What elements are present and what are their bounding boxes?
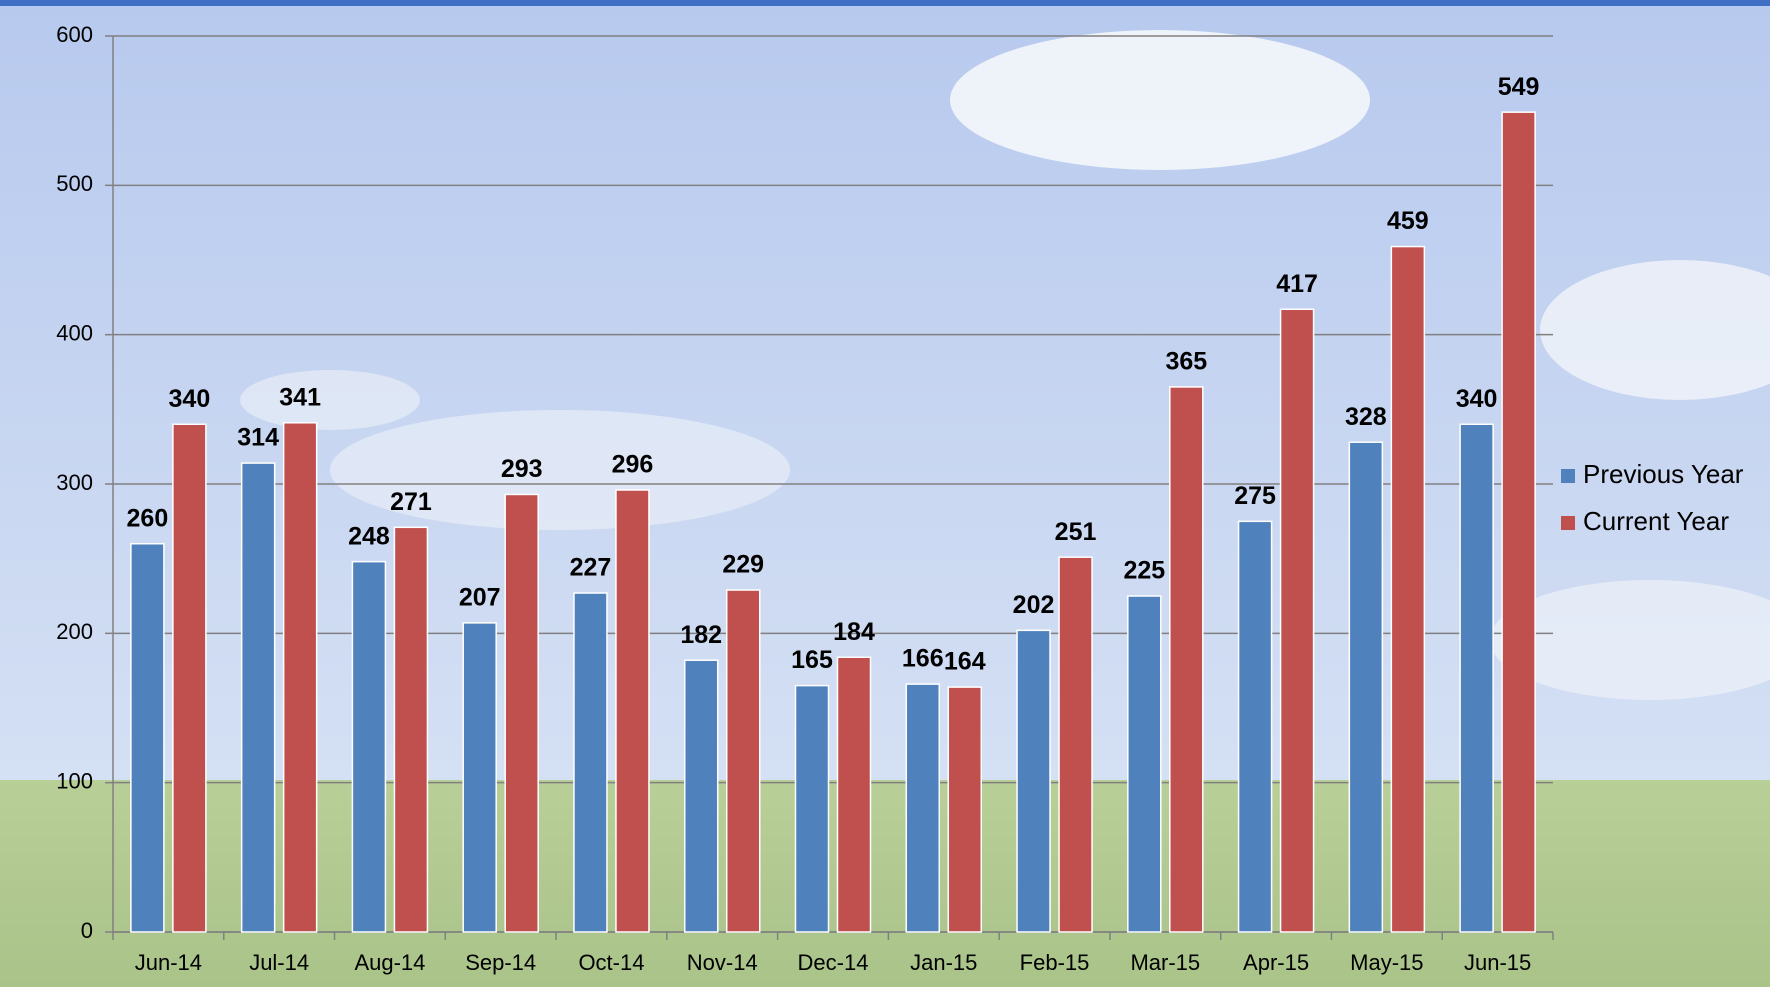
x-tick-label: May-15 xyxy=(1350,950,1423,975)
bar xyxy=(1059,557,1092,932)
value-label: 293 xyxy=(501,455,543,483)
x-tick-label: Mar-15 xyxy=(1130,950,1200,975)
bar xyxy=(727,590,760,932)
bar xyxy=(1460,424,1493,932)
legend-swatch xyxy=(1561,469,1575,483)
value-label: 549 xyxy=(1498,73,1540,101)
value-label: 207 xyxy=(459,583,501,611)
value-label: 248 xyxy=(348,522,390,550)
x-tick-label: Feb-15 xyxy=(1020,950,1090,975)
x-tick-label: Jun-14 xyxy=(135,950,202,975)
value-label: 184 xyxy=(833,618,875,646)
y-tick-label: 100 xyxy=(56,768,93,793)
value-label: 165 xyxy=(791,646,833,674)
value-label: 251 xyxy=(1055,518,1097,546)
bar xyxy=(1391,247,1424,932)
value-label: 225 xyxy=(1123,557,1165,585)
bar xyxy=(1281,309,1314,932)
bar xyxy=(796,686,829,932)
value-label: 417 xyxy=(1276,270,1318,298)
bar xyxy=(685,660,718,932)
bar xyxy=(906,684,939,932)
legend-swatch xyxy=(1561,516,1575,530)
x-tick-label: Oct-14 xyxy=(578,950,644,975)
y-tick-label: 300 xyxy=(56,470,93,495)
value-label: 229 xyxy=(722,551,764,579)
value-label: 459 xyxy=(1387,207,1429,235)
bar xyxy=(1170,387,1203,932)
value-label: 271 xyxy=(390,488,432,516)
value-label: 296 xyxy=(612,451,654,479)
y-tick-label: 0 xyxy=(81,918,93,943)
bar xyxy=(284,423,317,932)
bar xyxy=(574,593,607,932)
bar xyxy=(352,562,385,932)
value-label: 365 xyxy=(1165,348,1207,376)
y-tick-label: 200 xyxy=(56,619,93,644)
legend-label: Current Year xyxy=(1583,506,1729,536)
chart: 0 100 200 300 400 500 600 Jun-14 260 340 Jul-14 314… xyxy=(0,0,1770,987)
bar xyxy=(1017,630,1050,932)
value-label: 314 xyxy=(237,424,279,452)
value-label: 260 xyxy=(127,504,169,532)
y-tick-label: 400 xyxy=(56,320,93,345)
bar xyxy=(1239,521,1272,932)
bar xyxy=(394,527,427,932)
y-tick-label: 600 xyxy=(56,22,93,47)
bar xyxy=(463,623,496,932)
value-label: 227 xyxy=(570,554,612,582)
value-label: 182 xyxy=(680,621,722,649)
x-tick-label: Jan-15 xyxy=(910,950,977,975)
x-tick-label: Apr-15 xyxy=(1243,950,1309,975)
value-label: 340 xyxy=(1456,385,1498,413)
bar xyxy=(242,463,275,932)
y-tick-label: 500 xyxy=(56,171,93,196)
bar xyxy=(1502,112,1535,932)
x-tick-label: Jun-15 xyxy=(1464,950,1531,975)
value-label: 328 xyxy=(1345,403,1387,431)
bar xyxy=(131,544,164,932)
x-tick-label: Dec-14 xyxy=(798,950,869,975)
value-label: 275 xyxy=(1234,482,1276,510)
value-label: 340 xyxy=(169,385,211,413)
bar xyxy=(505,494,538,932)
x-tick-label: Nov-14 xyxy=(687,950,758,975)
x-tick-label: Sep-14 xyxy=(465,950,536,975)
bar xyxy=(1349,442,1382,932)
legend-label: Previous Year xyxy=(1583,459,1744,489)
x-tick-label: Jul-14 xyxy=(249,950,309,975)
bar xyxy=(838,657,871,932)
bar xyxy=(1128,596,1161,932)
bar xyxy=(173,424,206,932)
x-tick-label: Aug-14 xyxy=(354,950,425,975)
value-label: 341 xyxy=(279,383,321,411)
bar xyxy=(948,687,981,932)
value-label: 202 xyxy=(1013,591,1055,619)
bar xyxy=(616,490,649,932)
value-label: 166 xyxy=(902,645,944,673)
value-label: 164 xyxy=(944,648,986,676)
